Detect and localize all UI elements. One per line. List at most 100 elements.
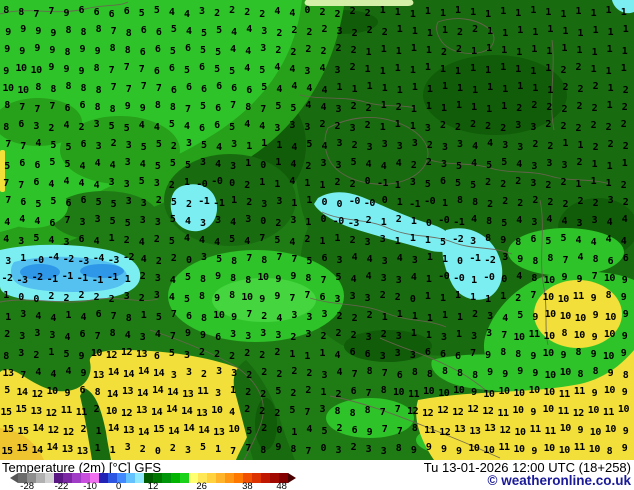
temp-value: 2 (274, 408, 280, 419)
temp-value: 4 (185, 26, 192, 37)
border-line (429, 159, 611, 185)
temp-value: 3 (230, 329, 236, 340)
temp-value: 5 (183, 65, 190, 76)
temp-value: 4 (244, 236, 250, 247)
temp-value: 4 (63, 176, 69, 187)
temp-value: 4 (365, 159, 372, 170)
temp-value: 2 (63, 293, 69, 304)
temp-value: 1 (546, 46, 552, 57)
temp-value: 10 (90, 348, 103, 359)
temp-value: 4 (516, 215, 522, 226)
temp-value: 1 (500, 6, 506, 17)
temp-value: 3 (470, 236, 476, 247)
temp-value: 8 (245, 275, 251, 286)
temp-value: 5 (155, 312, 162, 323)
temp-value: 9 (621, 331, 628, 342)
temp-value: 8 (575, 347, 582, 358)
temp-value: 0 (304, 5, 310, 16)
temp-value: 8 (622, 370, 629, 381)
scale-color-segment (162, 473, 172, 483)
copyright: © weatheronline.co.uk (487, 473, 631, 488)
scale-tick: 12 (147, 481, 159, 490)
temp-value: 8 (154, 100, 161, 111)
temp-value: 1 (532, 83, 538, 94)
temp-value: 1 (575, 6, 582, 17)
temp-value: 8 (3, 5, 9, 16)
temp-value: 10 (228, 424, 240, 435)
temp-value: 2 (516, 103, 522, 114)
temp-value: 5 (456, 161, 462, 172)
temp-value: 4 (621, 214, 628, 225)
temp-value: 1 (424, 235, 431, 246)
temp-value: 10 (453, 385, 465, 396)
temp-value: -2 (452, 234, 464, 245)
temp-value: 4 (502, 313, 508, 324)
temp-value: 8 (457, 368, 463, 379)
temp-value: 4 (94, 158, 101, 169)
temp-value: 9 (560, 350, 566, 361)
temp-value: 2 (48, 123, 54, 134)
temp-value: 14 (198, 425, 210, 436)
temp-value: 3 (365, 444, 372, 455)
temp-value: 1 (486, 104, 492, 115)
temp-value: 13 (136, 349, 148, 360)
temp-value: 3 (607, 195, 614, 206)
temp-value: 2 (335, 328, 342, 339)
temp-value: 2 (440, 47, 447, 58)
temp-value: 1 (532, 27, 538, 38)
temp-value: 8 (109, 328, 116, 339)
scale-color-segment (189, 473, 199, 483)
temp-value: 10 (542, 404, 555, 415)
temp-value: 2 (622, 197, 629, 208)
temp-value: 4 (229, 407, 235, 418)
temp-value: 2 (334, 121, 341, 132)
temp-value: 9 (366, 427, 373, 438)
temp-value: 1 (426, 28, 433, 39)
temp-value: 3 (409, 350, 416, 361)
temp-value: 2 (381, 27, 388, 38)
temp-value: 12 (31, 389, 44, 400)
temp-value: 1 (485, 65, 491, 76)
temp-value: 1 (245, 158, 251, 169)
temp-value: 5 (138, 176, 145, 187)
temp-value: 2 (607, 139, 614, 150)
temp-value: 1 (246, 141, 252, 152)
temp-value: 4 (230, 44, 236, 55)
temp-value: 7 (381, 368, 388, 379)
temp-value: 10 (543, 387, 556, 398)
temp-value: 10 (15, 63, 28, 74)
temp-value: 7 (304, 407, 310, 418)
temp-value: 2 (139, 444, 146, 455)
temp-value: 1 (394, 119, 401, 130)
temp-value: 7 (155, 83, 162, 94)
temp-value: 6 (80, 139, 87, 150)
temp-value: 10 (512, 405, 525, 416)
scale-color-segment (117, 473, 127, 483)
temp-value: 5 (350, 157, 357, 168)
temp-value: 8 (486, 216, 492, 227)
temp-value: 1 (590, 176, 597, 187)
temp-value: 5 (201, 28, 207, 39)
temp-value: 3 (274, 123, 280, 134)
temp-value: 8 (109, 104, 116, 115)
temp-value: 4 (183, 9, 190, 20)
temp-value: 5 (109, 216, 116, 227)
temp-value: 3 (154, 273, 161, 284)
temp-value: 4 (168, 292, 175, 303)
temp-value: 8 (65, 25, 71, 36)
temp-value: 4 (183, 233, 190, 244)
temp-value: 3 (502, 140, 508, 151)
temp-value: 6 (154, 44, 161, 55)
temp-value: 1 (65, 310, 71, 321)
temp-value: 1 (289, 349, 295, 360)
temp-value: 5 (470, 180, 476, 191)
temp-value: 3 (335, 445, 342, 456)
temp-value: 5 (424, 179, 431, 190)
temp-value: 1 (439, 8, 446, 19)
temp-value: 9 (78, 351, 85, 362)
temp-value: 11 (602, 407, 615, 418)
temp-value: 0 (276, 425, 282, 436)
temp-value: 1 (440, 103, 447, 114)
temp-value: 2 (620, 119, 627, 130)
temp-value: 15 (17, 426, 30, 437)
